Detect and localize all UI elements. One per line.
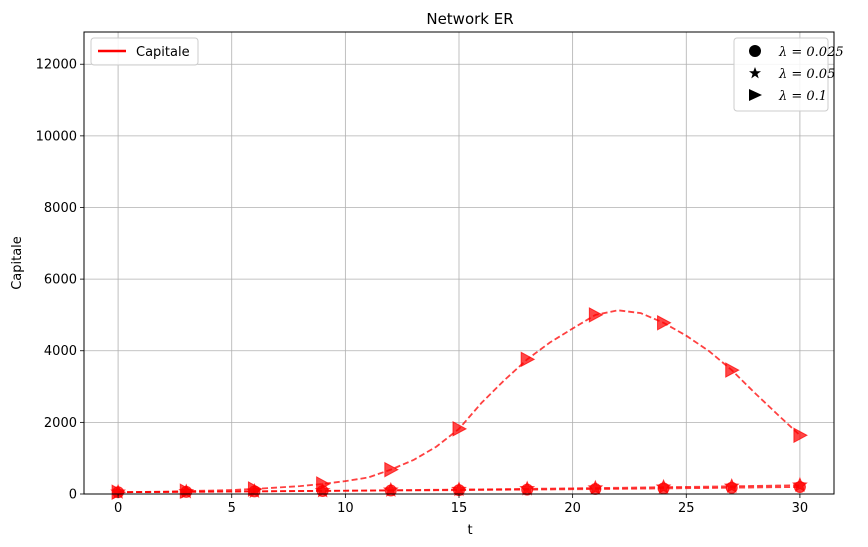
legend-lambda-01-label: λ = 0.1 (778, 89, 827, 104)
legend-star-marker (749, 67, 761, 79)
y-tick-label: 0 (69, 488, 77, 503)
data-point-lambda-0.05 (655, 478, 672, 494)
data-point-lambda-0.1 (452, 420, 468, 437)
legend-lambda: λ = 0.025 λ = 0.05 λ = 0.1 (733, 37, 844, 112)
x-axis-ticks: 0 5 10 15 20 25 30 (114, 494, 808, 516)
x-axis-label: t (467, 523, 472, 538)
data-point-lambda-0.1 (588, 307, 604, 323)
legend-capitale: Capitale (90, 37, 199, 66)
data-point-lambda-0.05 (451, 481, 467, 497)
series-markers (110, 307, 808, 501)
data-point-lambda-0.1 (384, 461, 399, 478)
legend-lambda-0025-label: λ = 0.025 (778, 45, 844, 60)
x-tick-label: 20 (564, 501, 581, 516)
legend-capitale-box (90, 37, 199, 66)
x-tick-label: 15 (451, 501, 468, 516)
data-point-lambda-0.1 (316, 476, 331, 492)
data-point-lambda-0.1 (725, 362, 740, 378)
data-point-lambda-0.05 (587, 479, 604, 495)
legend-triangle-marker (749, 89, 762, 101)
data-point-lambda-0.05 (792, 476, 808, 492)
data-point-lambda-0.1 (793, 427, 808, 444)
data-point-lambda-0.1 (247, 481, 263, 497)
legend-capitale-label: Capitale (136, 45, 190, 60)
series-line-lambda-0.05 (118, 484, 800, 494)
x-tick-label: 25 (678, 501, 695, 516)
y-tick-label: 6000 (44, 273, 77, 288)
chart-title: Network ER (426, 10, 513, 28)
data-point-lambda-0.1 (179, 483, 195, 499)
y-axis-ticks: 0 2000 4000 6000 8000 10000 12000 (36, 58, 84, 503)
x-tick-label: 30 (792, 501, 809, 516)
data-point-lambda-0.05 (382, 481, 399, 497)
data-point-lambda-0.05 (723, 477, 740, 494)
y-tick-label: 2000 (44, 416, 77, 431)
y-tick-label: 8000 (44, 201, 77, 216)
x-tick-label: 5 (228, 501, 236, 516)
y-tick-label: 4000 (44, 344, 77, 359)
data-point-lambda-0.05 (519, 480, 536, 496)
data-point-lambda-0.1 (111, 484, 127, 501)
legend-circle-marker (749, 45, 761, 57)
x-tick-label: 0 (114, 501, 122, 516)
y-axis-label: Capitale (10, 236, 25, 290)
y-tick-label: 12000 (36, 58, 77, 73)
x-tick-label: 10 (337, 501, 354, 516)
y-tick-label: 10000 (36, 129, 77, 144)
legend-lambda-005-label: λ = 0.05 (778, 67, 835, 82)
data-point-lambda-0.1 (657, 314, 672, 331)
data-point-lambda-0.1 (520, 351, 536, 368)
